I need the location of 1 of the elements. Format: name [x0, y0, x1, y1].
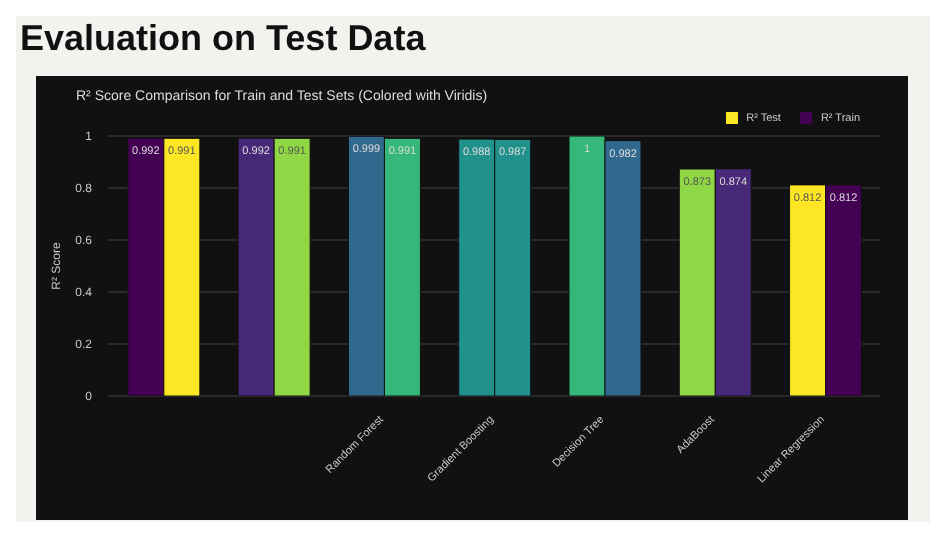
- chart-title: Evaluation on Test Data: [18, 16, 428, 60]
